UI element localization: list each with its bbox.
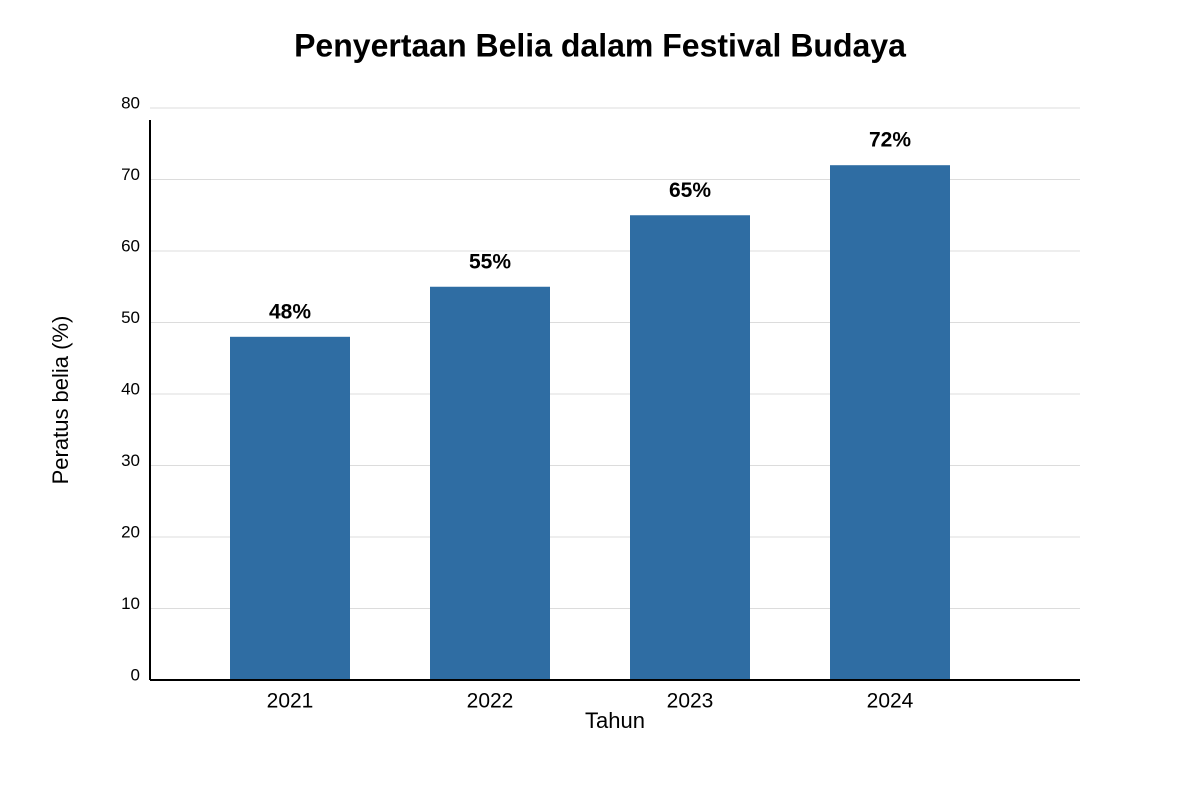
value-label: 48%	[269, 300, 311, 323]
bar	[430, 286, 550, 680]
y-axis-label: Peratus belia (%)	[48, 316, 73, 485]
y-tick-label: 80	[121, 93, 140, 112]
bar	[230, 336, 350, 680]
bar	[830, 165, 950, 680]
value-label: 72%	[869, 129, 911, 152]
chart-title: Penyertaan Belia dalam Festival Budaya	[294, 27, 906, 63]
plot: 2021 48% 2022 55% 2023 65% 2024 72%	[230, 129, 950, 713]
y-tick-label: 50	[121, 308, 140, 327]
bar	[630, 215, 750, 680]
y-tick-label: 30	[121, 451, 140, 470]
y-tick-label: 0	[131, 665, 140, 684]
y-tick-label: 60	[121, 236, 140, 255]
y-tick-label: 10	[121, 594, 140, 613]
x-axis-label: Tahun	[585, 708, 645, 733]
y-tick-label: 70	[121, 165, 140, 184]
y-tick-label: 40	[121, 379, 140, 398]
x-tick-label: 2021	[267, 690, 314, 713]
x-tick-label: 2022	[467, 690, 514, 713]
value-label: 65%	[669, 179, 711, 202]
x-tick-label: 2024	[867, 690, 914, 713]
y-tick-label: 20	[121, 522, 140, 541]
value-label: 55%	[469, 250, 511, 273]
x-tick-label: 2023	[667, 690, 714, 713]
